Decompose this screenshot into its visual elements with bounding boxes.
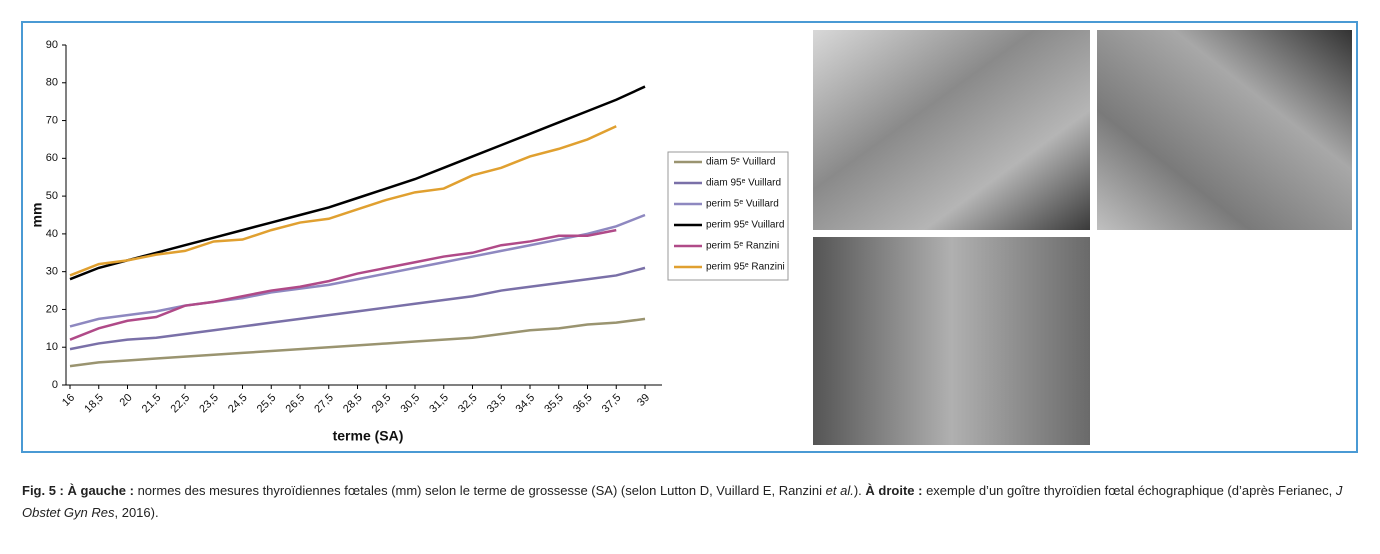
y-tick-label: 70	[46, 114, 58, 126]
x-tick-label: 35,5	[542, 392, 566, 416]
x-tick-label: 24,5	[226, 392, 250, 416]
caption-text: J Obstet Gyn Res	[22, 483, 1343, 520]
y-tick-label: 50	[46, 190, 58, 202]
x-tick-label: 36,5	[571, 392, 595, 416]
y-tick-label: 80	[46, 77, 58, 89]
x-tick-label: 16	[60, 392, 77, 409]
series-line	[69, 125, 617, 277]
x-tick-label: 21,5	[140, 392, 164, 416]
x-tick-label: 30,5	[399, 392, 423, 416]
x-tick-label: 28,5	[341, 392, 365, 416]
y-tick-label: 0	[52, 379, 58, 391]
x-tick-label: 33,5	[485, 392, 509, 416]
caption-text: et al.	[825, 483, 854, 498]
x-tick-label: 32,5	[456, 392, 480, 416]
caption-text: normes des mesures thyroïdiennes fœtales…	[133, 483, 826, 498]
x-tick-label: 20	[118, 392, 135, 409]
ultrasound-image	[813, 30, 1090, 230]
x-tick-label: 39	[635, 392, 652, 409]
series-line	[69, 213, 646, 328]
y-axis-label: mm	[29, 203, 45, 228]
caption-text: exemple d’un goître thyroïdien fœtal éch…	[922, 483, 1336, 498]
ultrasound-image	[813, 237, 1090, 445]
x-tick-label: 26,5	[284, 392, 308, 416]
x-axis-label: terme (SA)	[333, 428, 404, 444]
series-line	[69, 228, 617, 341]
legend-label: diam 5ᵉ Vuillard	[706, 157, 776, 168]
legend-label: perim 95ᵉ Vuillard	[706, 220, 784, 231]
legend	[667, 151, 789, 281]
caption-text: À droite :	[865, 483, 923, 498]
caption-text: ).	[853, 483, 866, 498]
caption-text: , 2016).	[114, 505, 159, 520]
series-line	[69, 266, 646, 351]
x-tick-label: 23,5	[197, 392, 221, 416]
caption: Fig. 5 : À gauche : normes des mesures t…	[22, 480, 1357, 524]
legend-label: diam 95ᵉ Vuillard	[706, 178, 781, 189]
ultrasound-image	[1097, 30, 1352, 230]
y-tick-label: 40	[46, 228, 58, 240]
series-line	[69, 317, 646, 368]
legend-label: perim 5ᵉ Vuillard	[706, 199, 779, 210]
y-tick-label: 20	[46, 303, 58, 315]
figure: mm terme (SA) 0 10 20 30 40 50 60 70 80 90 16 18,5 2…	[21, 21, 1358, 453]
x-tick-label: 37,5	[600, 392, 624, 416]
y-tick-label: 10	[46, 341, 58, 353]
x-tick-label: 29,5	[370, 392, 394, 416]
y-tick-label: 60	[46, 152, 58, 164]
x-tick-label: 18,5	[82, 392, 106, 416]
y-tick-label: 90	[46, 39, 58, 51]
x-tick-label: 34,5	[514, 392, 538, 416]
x-tick-label: 25,5	[255, 392, 279, 416]
x-tick-label: 31,5	[427, 392, 451, 416]
frame	[21, 21, 1358, 453]
x-tick-label: 27,5	[312, 392, 336, 416]
y-tick-label: 30	[46, 266, 58, 278]
legend-label: perim 95ᵉ Ranzini	[706, 262, 785, 273]
caption-text: Fig. 5 : À gauche :	[22, 483, 134, 498]
legend-label: perim 5ᵉ Ranzini	[706, 241, 779, 252]
x-tick-label: 22,5	[169, 392, 193, 416]
series-line	[69, 85, 646, 281]
